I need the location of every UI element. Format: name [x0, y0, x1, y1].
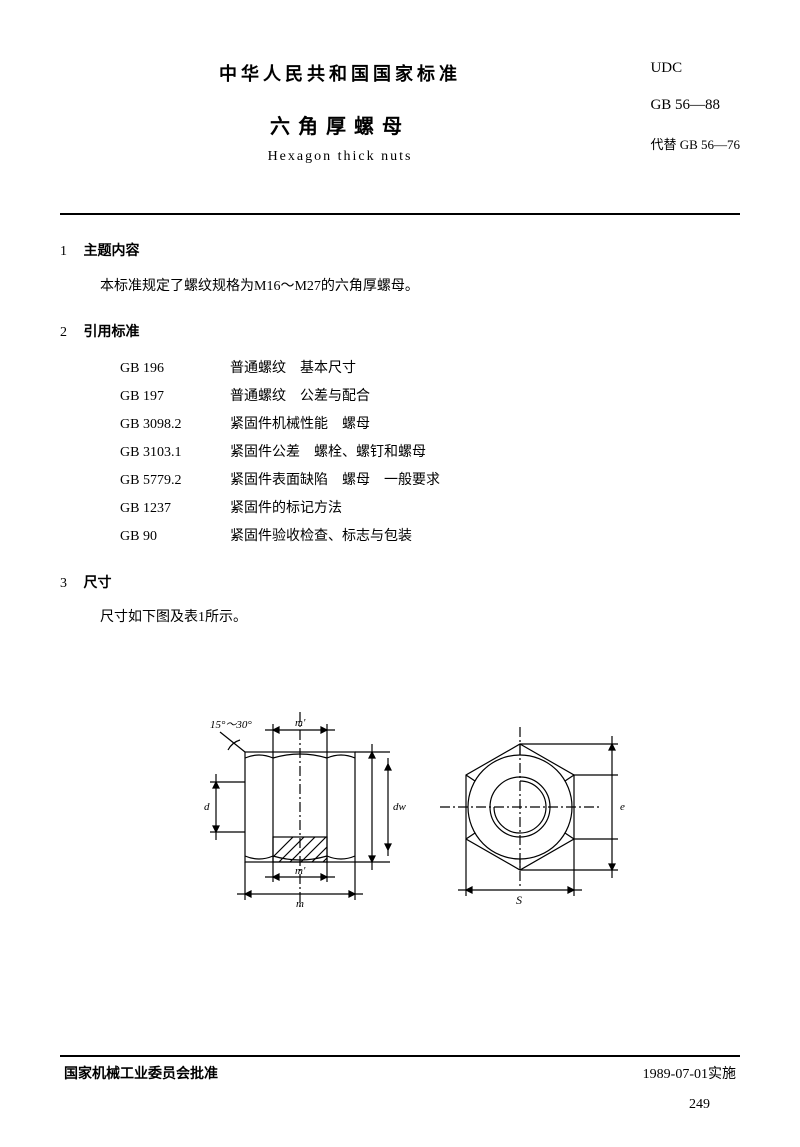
section-2-num: 2 [60, 320, 80, 347]
dim-dw: dw [393, 801, 407, 813]
header-codes: UDC GB 56—88 代替 GB 56—76 [650, 60, 740, 153]
reference-row: GB 3098.2紧固件机械性能 螺母 [120, 411, 740, 439]
section-3-body: 尺寸如下图及表1所示。 [100, 605, 740, 632]
section-2: 2 引用标准 GB 196普通螺纹 基本尺寸GB 197普通螺纹 公差与配合GB… [60, 320, 740, 551]
references-list: GB 196普通螺纹 基本尺寸GB 197普通螺纹 公差与配合GB 3098.2… [120, 355, 740, 551]
section-2-title: 引用标准 [84, 325, 140, 340]
reference-row: GB 196普通螺纹 基本尺寸 [120, 355, 740, 383]
dim-s: S [516, 893, 522, 907]
chamfer-angle-label: 15°～30° [210, 719, 252, 731]
page-number: 249 [689, 1097, 710, 1113]
technical-diagram: 15°～30° m' m' m d dw S e [60, 682, 740, 932]
footer-divider [60, 1055, 740, 1057]
replaces-code: 代替 GB 56—76 [650, 134, 740, 153]
reference-code: GB 90 [120, 523, 230, 551]
main-title: 六角厚螺母 [100, 110, 580, 139]
dim-d: d [204, 801, 210, 813]
document-header: 中华人民共和国国家标准 六角厚螺母 Hexagon thick nuts UDC… [60, 60, 740, 195]
reference-code: GB 197 [120, 383, 230, 411]
reference-code: GB 3103.1 [120, 439, 230, 467]
dim-e: e [620, 801, 625, 813]
section-1-body: 本标准规定了螺纹规格为M16～M27的六角厚螺母。 [100, 274, 740, 301]
reference-desc: 紧固件表面缺陷 螺母 一般要求 [230, 467, 740, 495]
reference-desc: 紧固件的标记方法 [230, 495, 740, 523]
section-3-num: 3 [60, 571, 80, 598]
reference-row: GB 5779.2紧固件表面缺陷 螺母 一般要求 [120, 467, 740, 495]
english-title: Hexagon thick nuts [100, 149, 580, 165]
section-3: 3 尺寸 尺寸如下图及表1所示。 [60, 571, 740, 632]
approval-authority: 国家机械工业委员会批准 [64, 1063, 218, 1083]
section-3-title: 尺寸 [84, 576, 112, 591]
section-1-num: 1 [60, 239, 80, 266]
reference-code: GB 5779.2 [120, 467, 230, 495]
reference-desc: 紧固件验收检查、标志与包装 [230, 523, 740, 551]
reference-row: GB 3103.1紧固件公差 螺栓、螺钉和螺母 [120, 439, 740, 467]
reference-desc: 紧固件机械性能 螺母 [230, 411, 740, 439]
header-titles: 中华人民共和国国家标准 六角厚螺母 Hexagon thick nuts [100, 60, 580, 165]
section-1: 1 主题内容 本标准规定了螺纹规格为M16～M27的六角厚螺母。 [60, 239, 740, 300]
reference-row: GB 1237紧固件的标记方法 [120, 495, 740, 523]
reference-desc: 紧固件公差 螺栓、螺钉和螺母 [230, 439, 740, 467]
national-standard-title: 中华人民共和国国家标准 [100, 60, 580, 86]
reference-code: GB 3098.2 [120, 411, 230, 439]
reference-desc: 普通螺纹 公差与配合 [230, 383, 740, 411]
dim-m-top: m' [295, 717, 306, 729]
effective-date: 1989-07-01实施 [643, 1063, 736, 1083]
dim-m-bottom: m' [295, 865, 306, 877]
reference-code: GB 196 [120, 355, 230, 383]
nut-diagram-svg: 15°～30° m' m' m d dw S e [140, 682, 660, 932]
reference-row: GB 197普通螺纹 公差与配合 [120, 383, 740, 411]
reference-code: GB 1237 [120, 495, 230, 523]
standard-code: GB 56—88 [650, 97, 740, 114]
dim-m: m [296, 898, 304, 910]
udc-label: UDC [650, 60, 740, 77]
section-1-title: 主题内容 [84, 244, 140, 259]
reference-desc: 普通螺纹 基本尺寸 [230, 355, 740, 383]
header-divider [60, 213, 740, 215]
reference-row: GB 90紧固件验收检查、标志与包装 [120, 523, 740, 551]
